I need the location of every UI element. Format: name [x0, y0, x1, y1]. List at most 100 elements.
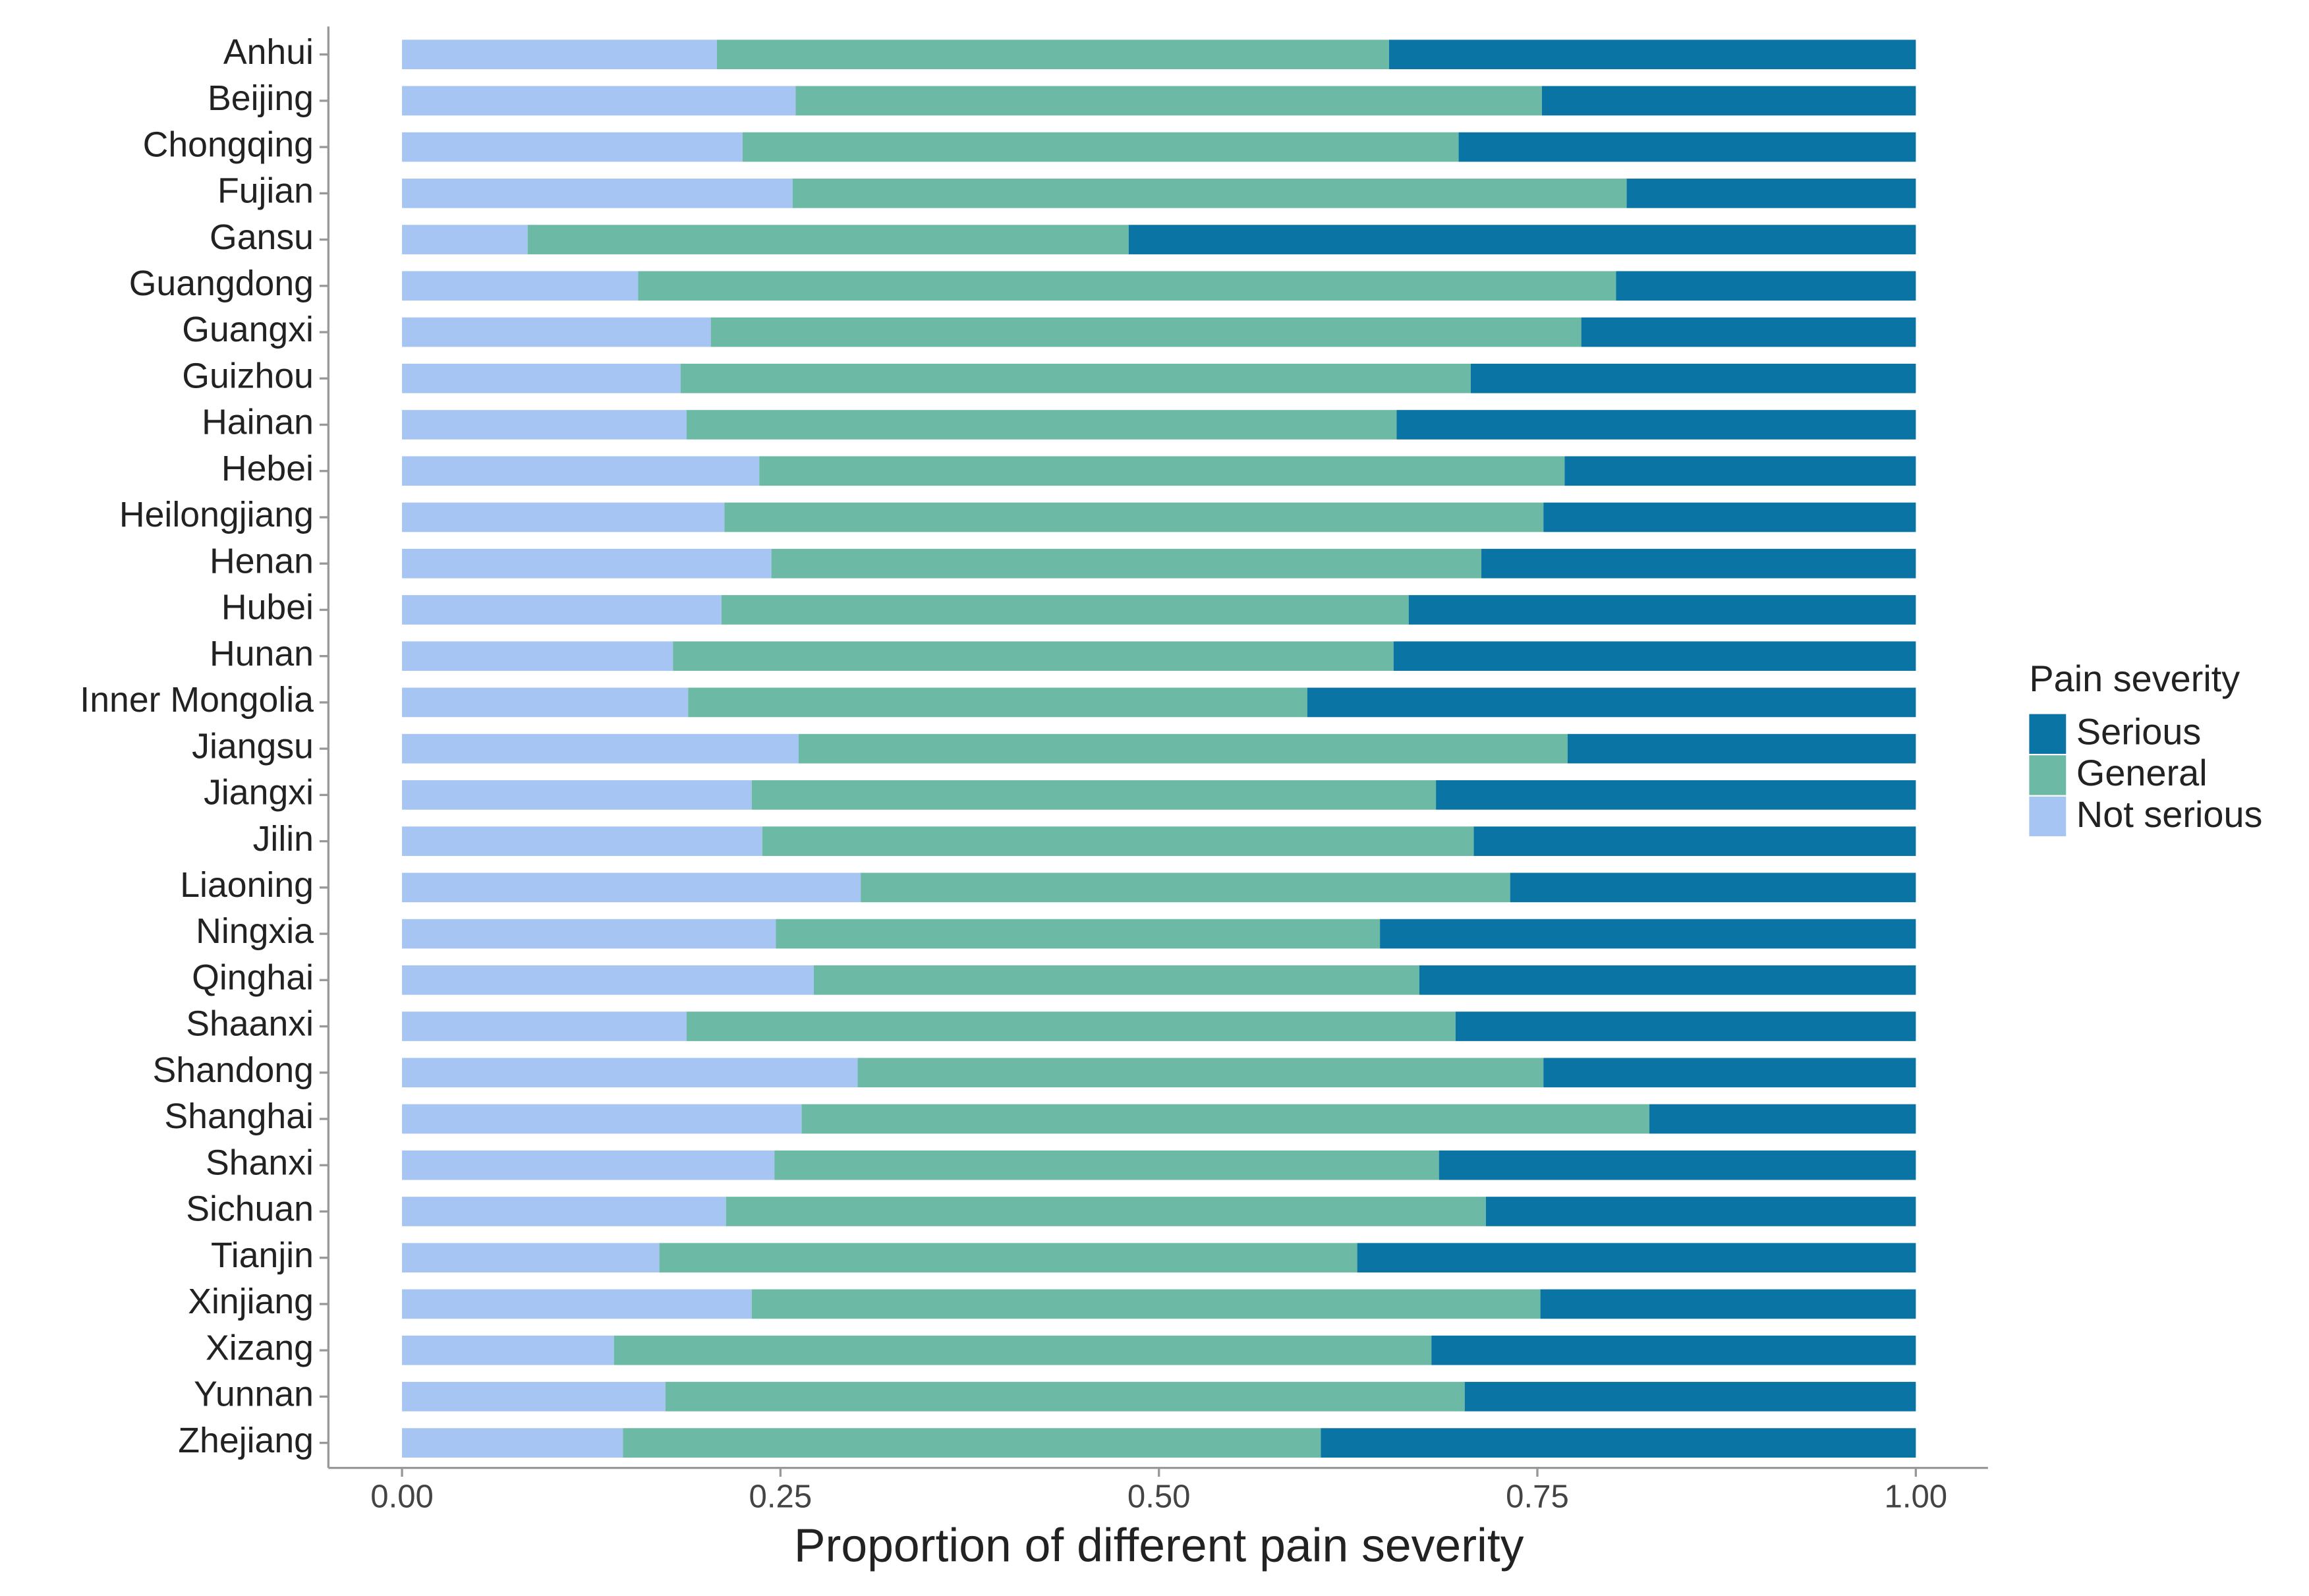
y-tick-label: Henan [210, 541, 314, 581]
y-tick-label: Fujian [217, 171, 314, 211]
y-tick-label: Shandong [153, 1050, 314, 1090]
y-tick-label: Chongqing [143, 125, 314, 164]
bar-segment [659, 1243, 1357, 1273]
bar-segment [1128, 225, 1916, 254]
bar-segment [774, 1150, 1439, 1180]
bar-segment [688, 687, 1307, 718]
bar-segment [402, 687, 689, 718]
bar-segment [665, 1382, 1465, 1411]
bar-segment [857, 1058, 1544, 1088]
bar-segment [402, 1197, 726, 1226]
bar-segment [1380, 919, 1916, 949]
bar-segment [1485, 1197, 1916, 1226]
y-tick-label: Sichuan [186, 1189, 314, 1229]
bar-segment [776, 919, 1381, 949]
bar-segment [759, 456, 1565, 486]
bar-segment [1321, 1428, 1916, 1458]
bar-segment [613, 1335, 1432, 1365]
bar-segment [798, 733, 1568, 764]
bar-segment [792, 179, 1627, 208]
bar-segment [813, 965, 1419, 995]
y-tick-label: Shanxi [206, 1143, 314, 1182]
bar-segment [1408, 595, 1916, 625]
bar-segment [1436, 780, 1916, 810]
bar-segment [402, 595, 722, 625]
bar-segment [1543, 502, 1916, 532]
y-tick-label: Zhejiang [178, 1421, 314, 1460]
bar-segment [402, 1150, 775, 1180]
bar-segment [1510, 872, 1916, 903]
bar-segment [402, 271, 639, 301]
bar-segment [1439, 1150, 1916, 1180]
bar-segment [1357, 1243, 1916, 1273]
bar-segment [402, 1382, 666, 1411]
y-tick-label: Hainan [202, 403, 314, 442]
y-tick-label: Beijing [208, 78, 314, 118]
x-axis-title: Proportion of different pain severity [794, 1519, 1524, 1572]
bar-segment [402, 40, 717, 70]
bar-segment [1564, 456, 1916, 486]
bar-segment [1581, 317, 1916, 347]
legend-swatch [2029, 796, 2067, 837]
bar-segment [742, 132, 1459, 162]
bar-segment [1307, 687, 1916, 718]
x-tick-label: 1.00 [1885, 1479, 1948, 1515]
y-tick-label: Shaanxi [186, 1004, 314, 1044]
y-tick-label: Inner Mongolia [80, 680, 314, 720]
bar-segment [716, 40, 1389, 70]
bar-segment [402, 872, 861, 903]
bar-segment [402, 363, 681, 393]
y-tick-label: Xinjiang [188, 1282, 314, 1321]
bar-segment [402, 132, 743, 162]
bar-segment [1543, 1058, 1916, 1088]
bar-segment [1464, 1382, 1916, 1411]
legend-swatch [2029, 714, 2067, 754]
bar-segment [402, 548, 772, 579]
y-tick-label: Guangxi [182, 310, 314, 349]
bar-segment [751, 1289, 1541, 1319]
y-tick-label: Shanghai [164, 1097, 314, 1136]
y-tick-label: Anhui [223, 32, 314, 72]
bar-segment [1470, 363, 1916, 393]
bar-segment [1431, 1335, 1916, 1365]
legend-label: Not serious [2076, 793, 2263, 835]
bar-segment [402, 733, 799, 764]
bar-segment [527, 225, 1129, 254]
bar-segment [402, 641, 673, 671]
bar-segment [721, 595, 1409, 625]
bar-segment [771, 548, 1482, 579]
bar-segment [1458, 132, 1916, 162]
y-tick-label: Guizhou [182, 356, 314, 395]
bar-segment [762, 826, 1474, 856]
bar-segment [1455, 1012, 1916, 1041]
bar-segment [402, 1289, 752, 1319]
bar-segment [402, 780, 752, 810]
bar-segment [1649, 1104, 1916, 1134]
bar-segment [673, 641, 1394, 671]
y-tick-label: Hebei [221, 449, 314, 488]
y-tick-label: Tianjin [211, 1236, 314, 1275]
bar-segment [1540, 1289, 1916, 1319]
y-tick-label: Jiangsu [192, 726, 314, 766]
y-tick-label: Hubei [221, 588, 314, 627]
bar-segment [1393, 641, 1916, 671]
bar-segment [402, 1058, 858, 1088]
bar-segment [1481, 548, 1916, 579]
bar-segment [1567, 733, 1916, 764]
legend-label: Serious [2076, 711, 2201, 753]
y-tick-label: Gansu [210, 217, 314, 257]
y-tick-label: Jilin [253, 819, 314, 859]
bar-segment [680, 363, 1471, 393]
bar-segment [638, 271, 1616, 301]
bar-segment [724, 502, 1544, 532]
bar-segment [726, 1197, 1486, 1226]
legend-label: General [2076, 752, 2208, 793]
bar-segment [1396, 410, 1916, 440]
bar-segment [402, 965, 814, 995]
bar-segment [1626, 179, 1916, 208]
bar-segment [1388, 40, 1916, 70]
bar-segment [402, 456, 760, 486]
bar-segment [1541, 86, 1916, 116]
